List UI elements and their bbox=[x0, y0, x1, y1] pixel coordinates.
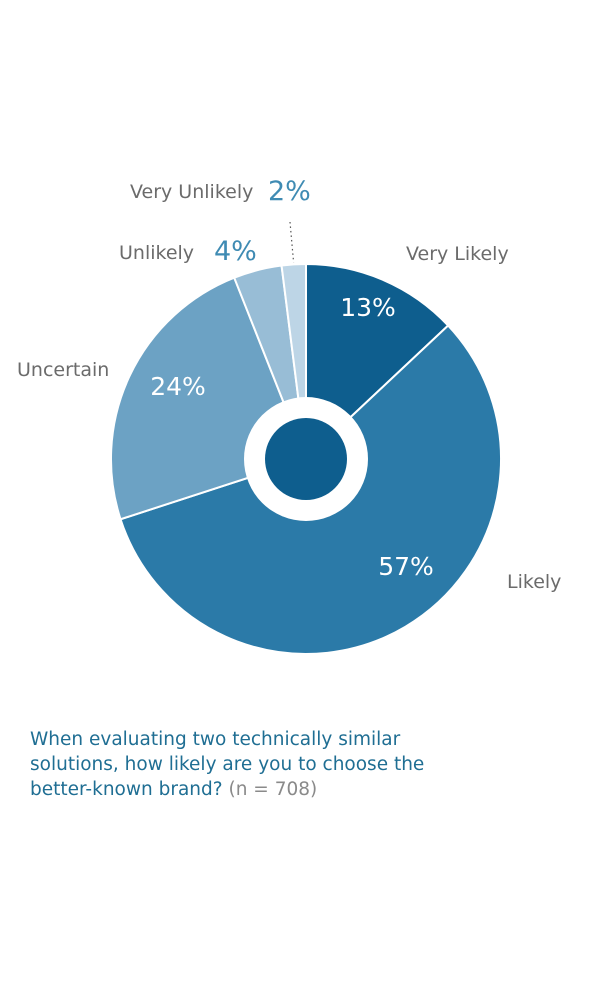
pie-chart: Very Likely Likely Uncertain Unlikely Ve… bbox=[17, 176, 561, 655]
value-very-likely: 13% bbox=[340, 293, 396, 322]
label-uncertain: Uncertain bbox=[17, 359, 109, 381]
caption-question: When evaluating two technically similar … bbox=[30, 729, 425, 800]
caption-sample-size: (n = 708) bbox=[228, 779, 318, 800]
label-very-unlikely: Very Unlikely bbox=[130, 181, 253, 203]
center-dot bbox=[265, 418, 347, 500]
label-unlikely: Unlikely bbox=[119, 242, 194, 264]
label-very-likely: Very Likely bbox=[406, 243, 509, 265]
chart-caption: When evaluating two technically similar … bbox=[30, 727, 480, 802]
label-likely: Likely bbox=[507, 571, 561, 593]
value-uncertain: 24% bbox=[150, 372, 206, 401]
very-unlikely-leader-line bbox=[289, 221, 295, 263]
value-unlikely: 4% bbox=[214, 236, 257, 267]
value-likely: 57% bbox=[378, 552, 434, 581]
value-very-unlikely: 2% bbox=[268, 176, 311, 207]
